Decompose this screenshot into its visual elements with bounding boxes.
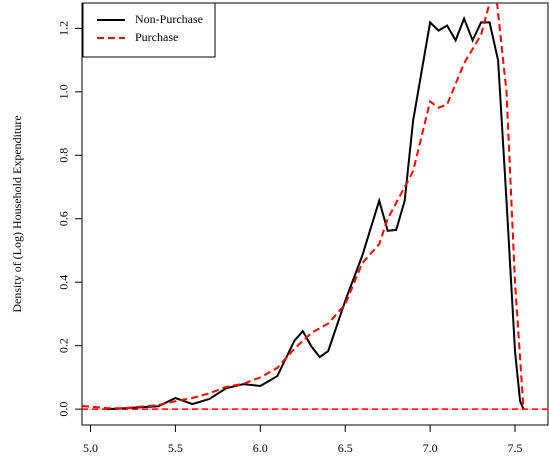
x-tick-label: 6.5 <box>338 441 353 455</box>
legend-box <box>82 2 216 58</box>
series-line <box>82 3 525 410</box>
y-tick-label: 1.0 <box>57 84 71 99</box>
x-tick-label: 6.0 <box>253 441 268 455</box>
x-tick-label: 5.5 <box>168 441 183 455</box>
y-tick-label: 0.8 <box>57 148 71 163</box>
y-axis-label: Density of (Log) Household Expenditure <box>10 115 24 312</box>
x-tick-label: 7.0 <box>423 441 438 455</box>
x-tick-label: 7.5 <box>508 441 523 455</box>
x-tick-label: 5.0 <box>83 441 98 455</box>
legend-label: Non-Purchase <box>135 12 203 26</box>
y-tick-label: 1.2 <box>57 21 71 36</box>
legend-label: Purchase <box>135 30 178 44</box>
y-tick-label: 0.2 <box>57 338 71 353</box>
y-tick-label: 0.0 <box>57 402 71 417</box>
plot-frame <box>81 2 549 426</box>
y-tick-label: 0.6 <box>57 211 71 226</box>
y-tick-label: 0.4 <box>57 275 71 290</box>
plot-area <box>82 3 549 411</box>
series-line <box>107 15 525 411</box>
